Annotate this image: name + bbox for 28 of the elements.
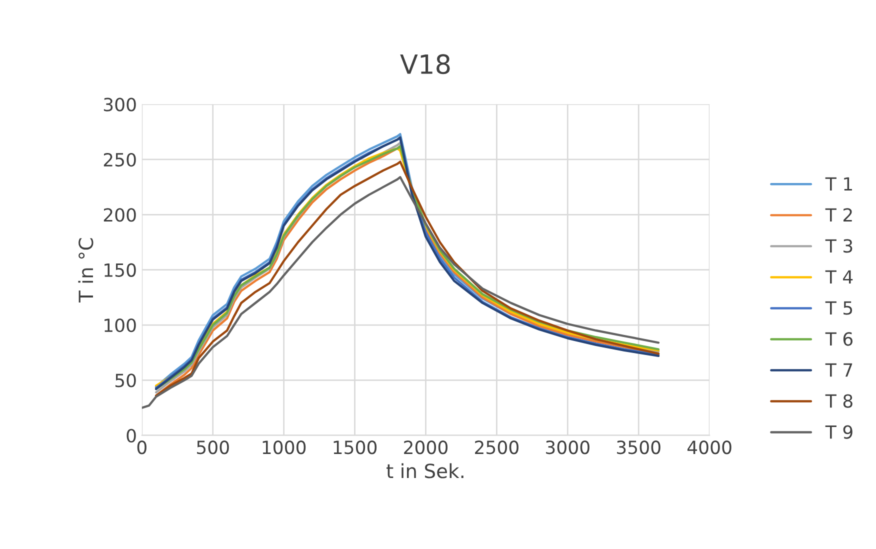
- y-tick-label: 50: [115, 374, 136, 388]
- legend-label: T 3: [825, 239, 852, 253]
- y-tick-label: 150: [104, 263, 136, 277]
- y-tick-label: 0: [126, 428, 136, 442]
- legend-label: T 1: [825, 177, 852, 190]
- legend-label: T 4: [825, 270, 853, 284]
- x-tick-label: 2500: [475, 440, 518, 454]
- legend-label: T 5: [825, 301, 852, 315]
- chart-title: V18: [400, 54, 450, 74]
- legend-label: T 7: [825, 363, 852, 377]
- legend-label: T 9: [825, 425, 852, 439]
- x-tick-label: 1000: [262, 440, 306, 454]
- y-tick-label: 100: [104, 318, 136, 332]
- legend-label: T 8: [825, 394, 852, 408]
- x-tick-label: 3000: [546, 440, 590, 454]
- x-tick-label: 2000: [404, 440, 448, 454]
- legend-label: T 6: [825, 332, 853, 346]
- y-axis-title: T in °C: [78, 238, 94, 303]
- y-tick-label: 250: [104, 152, 136, 167]
- x-tick-label: 1500: [334, 440, 377, 454]
- legend-label: T 2: [825, 208, 852, 222]
- x-tick-label: 0: [137, 440, 146, 454]
- x-tick-label: 4000: [687, 440, 732, 454]
- y-tick-label: 300: [104, 98, 136, 112]
- x-tick-label: 500: [197, 440, 229, 454]
- x-axis-title: t in Sek.: [386, 463, 464, 478]
- x-tick-label: 3500: [617, 440, 660, 454]
- y-tick-label: 200: [104, 208, 136, 222]
